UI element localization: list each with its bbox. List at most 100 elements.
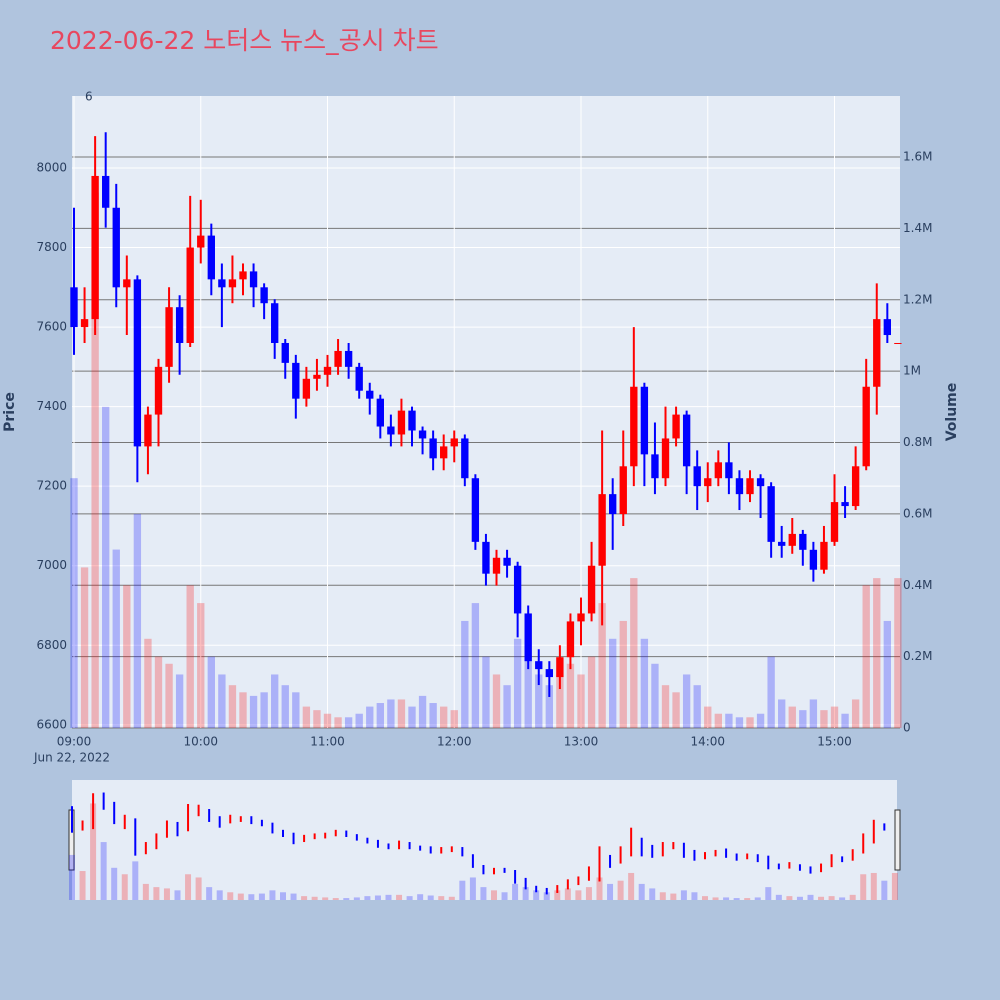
candle-body	[788, 533, 796, 546]
slider-volume-bar	[691, 892, 698, 900]
candle-body	[154, 366, 163, 415]
volume-bar	[778, 699, 786, 728]
y-tick-label: 7200	[36, 479, 67, 493]
candle-body	[186, 247, 194, 343]
slider-volume-bar	[786, 896, 793, 900]
volume-bar	[566, 663, 575, 728]
candle-body	[387, 426, 395, 435]
volume-bar	[186, 585, 194, 728]
volume-bar	[661, 685, 670, 728]
candle-body	[175, 307, 184, 343]
slider-volume-bar	[554, 890, 561, 900]
slider-volume-bar	[79, 871, 86, 900]
x-tick-label: 15:00	[817, 735, 852, 749]
volume-bar	[556, 674, 564, 728]
slider-volume-bar	[374, 895, 381, 900]
volume-bar	[461, 620, 469, 728]
slider-volume-bar	[417, 894, 424, 900]
range-slider[interactable]	[72, 780, 897, 900]
volume-bar	[376, 703, 384, 728]
candle-body	[207, 235, 215, 280]
volume-bar	[535, 674, 543, 728]
candle-body	[661, 438, 670, 479]
volume-bar	[313, 710, 321, 728]
slider-volume-bar	[343, 898, 350, 900]
slider-volume-bar	[311, 896, 318, 900]
volume-bar	[862, 585, 870, 728]
slider-volume-bar	[891, 872, 898, 900]
candle-body	[556, 657, 564, 678]
candle-body	[587, 565, 596, 614]
candle-body	[492, 557, 501, 574]
slider-volume-bar	[543, 892, 550, 900]
candle-body	[292, 362, 300, 399]
slider-volume-bar	[406, 896, 413, 900]
volume-bar	[830, 706, 839, 728]
y2-tick-label: 1.4M	[903, 221, 932, 235]
candle-body	[799, 533, 807, 550]
slider-volume-bar	[490, 890, 497, 900]
slider-volume-bar	[881, 880, 888, 900]
volume-bar	[292, 692, 300, 728]
candle-body	[408, 410, 416, 431]
candle-body	[725, 462, 733, 479]
candle-body	[503, 557, 511, 566]
slider-volume-bar	[448, 896, 455, 900]
volume-bar	[80, 567, 89, 728]
volume-bar	[482, 656, 490, 728]
volume-bar	[366, 706, 374, 728]
volume-bar	[851, 699, 860, 728]
slider-volume-bar	[459, 880, 466, 900]
candle-body	[80, 319, 89, 328]
slider-volume-bar	[100, 842, 107, 900]
volume-bar	[207, 656, 215, 728]
volume-bar	[123, 585, 131, 728]
candle-body	[281, 342, 289, 363]
slider-volume-bar	[469, 877, 476, 900]
slider-volume-bar	[111, 867, 118, 900]
candle-body	[165, 307, 173, 367]
slider-volume-bar	[807, 894, 814, 900]
x-tick-label: 09:00	[57, 735, 92, 749]
y-tick-label: 7400	[36, 399, 67, 413]
candle-body	[894, 342, 902, 344]
candle-body	[682, 414, 691, 467]
volume-bar	[239, 692, 247, 728]
volume-bar	[144, 638, 152, 728]
candle-body	[651, 454, 659, 479]
y-tick-label: 7600	[36, 320, 67, 334]
slider-volume-bar	[744, 898, 751, 900]
volume-bar	[175, 674, 184, 728]
slider-volume-bar	[680, 890, 687, 900]
slider-volume-bar	[796, 896, 803, 900]
volume-bar	[682, 674, 691, 728]
slider-volume-bar	[227, 892, 234, 900]
candle-body	[756, 478, 765, 487]
volume-bar	[799, 710, 807, 728]
slider-volume-bar	[269, 890, 276, 900]
volume-bar	[630, 578, 638, 728]
candle-body	[418, 430, 427, 439]
slider-volume-bar	[870, 872, 877, 900]
candle-body	[91, 175, 99, 320]
volume-bar	[429, 703, 437, 728]
annotation: 6	[85, 90, 93, 104]
x-tick-label: 13:00	[564, 735, 599, 749]
candle-body	[672, 414, 680, 439]
y2-tick-label: 1.2M	[903, 292, 932, 306]
candle-body	[271, 303, 279, 343]
volume-bar	[767, 656, 775, 728]
slider-volume-bar	[258, 893, 265, 900]
candle-body	[313, 374, 321, 379]
volume-bar	[883, 620, 891, 728]
candle-body	[334, 350, 342, 367]
volume-bar	[598, 603, 606, 728]
candle-body	[566, 621, 575, 658]
candle-body	[450, 438, 458, 447]
slider-volume-bar	[322, 897, 329, 900]
candle-body	[102, 175, 110, 208]
slider-volume-bar	[248, 894, 255, 900]
slider-volume-bar	[670, 893, 677, 900]
slider-volume-bar	[480, 887, 487, 900]
range-handle-right[interactable]	[894, 809, 901, 871]
